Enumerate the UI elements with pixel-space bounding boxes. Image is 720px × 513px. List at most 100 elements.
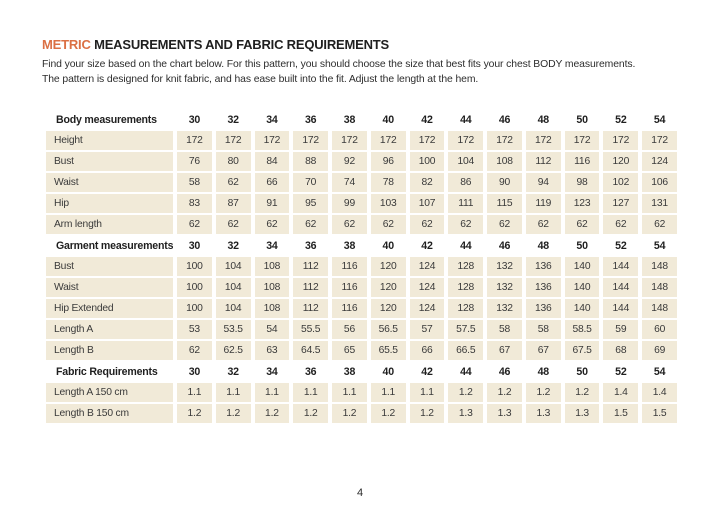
value-cell: 1.2 bbox=[525, 383, 561, 402]
value-cell: 62 bbox=[215, 173, 251, 192]
value-cell: 112 bbox=[293, 299, 329, 318]
value-cell: 172 bbox=[448, 131, 484, 150]
value-cell: 140 bbox=[564, 257, 600, 276]
value-cell: 62 bbox=[564, 215, 600, 234]
value-cell: 103 bbox=[370, 194, 406, 213]
value-cell: 100 bbox=[177, 299, 212, 318]
value-cell: 144 bbox=[603, 299, 639, 318]
value-cell: 136 bbox=[525, 257, 561, 276]
value-cell: 107 bbox=[409, 194, 445, 213]
value-cell: 116 bbox=[332, 278, 367, 297]
value-cell: 66 bbox=[409, 341, 445, 360]
value-cell: 86 bbox=[448, 173, 484, 192]
value-cell: 116 bbox=[564, 152, 600, 171]
value-cell: 172 bbox=[409, 131, 445, 150]
value-cell: 119 bbox=[525, 194, 561, 213]
size-column-header: 34 bbox=[266, 365, 278, 378]
size-column-header: 46 bbox=[498, 365, 511, 378]
size-column-header: 40 bbox=[382, 365, 395, 378]
value-cell: 67 bbox=[487, 341, 522, 360]
title-metric-accent: METRIC bbox=[42, 37, 91, 52]
table-row: Hip Extended 100 104 108 112 116 120 124 128 132 1… bbox=[46, 299, 677, 318]
value-cell: 1.3 bbox=[487, 404, 522, 423]
row-label: Length A bbox=[46, 320, 173, 339]
table-row: Waist 58 62 66 70 74 78 82 86 90 94 98 102 106 bbox=[46, 173, 677, 192]
page-title: METRIC MEASUREMENTS AND FABRIC REQUIREME… bbox=[42, 37, 680, 52]
value-cell: 1.1 bbox=[409, 383, 445, 402]
value-cell: 87 bbox=[215, 194, 251, 213]
value-cell: 65 bbox=[332, 341, 367, 360]
value-cell: 78 bbox=[370, 173, 406, 192]
size-column-header: 54 bbox=[653, 113, 666, 126]
value-cell: 1.5 bbox=[603, 404, 639, 423]
row-label: Length B 150 cm bbox=[46, 404, 173, 423]
value-cell: 1.1 bbox=[293, 383, 329, 402]
table-row: Waist 100 104 108 112 116 120 124 128 132 136 140 14… bbox=[46, 278, 677, 297]
value-cell: 172 bbox=[332, 131, 367, 150]
value-cell: 62 bbox=[177, 215, 212, 234]
value-cell: 62 bbox=[409, 215, 445, 234]
size-column-header: 46 bbox=[498, 113, 511, 126]
title-rest: MEASUREMENTS AND FABRIC REQUIREMENTS bbox=[94, 37, 390, 52]
value-cell: 1.2 bbox=[448, 383, 484, 402]
value-cell: 68 bbox=[603, 341, 639, 360]
value-cell: 83 bbox=[177, 194, 212, 213]
size-column-header: 40 bbox=[382, 113, 395, 126]
value-cell: 62 bbox=[448, 215, 484, 234]
size-column-header: 38 bbox=[343, 365, 356, 378]
size-column-header: 30 bbox=[188, 365, 201, 378]
value-cell: 172 bbox=[642, 131, 677, 150]
value-cell: 1.2 bbox=[370, 404, 406, 423]
size-column-header: 36 bbox=[304, 239, 317, 252]
value-cell: 1.3 bbox=[564, 404, 600, 423]
value-cell: 100 bbox=[177, 257, 212, 276]
value-cell: 104 bbox=[448, 152, 484, 171]
value-cell: 1.2 bbox=[409, 404, 445, 423]
value-cell: 128 bbox=[448, 257, 484, 276]
value-cell: 115 bbox=[487, 194, 522, 213]
value-cell: 120 bbox=[370, 257, 406, 276]
size-column-header: 34 bbox=[266, 239, 278, 252]
size-column-header: 38 bbox=[343, 239, 356, 252]
value-cell: 67.5 bbox=[564, 341, 600, 360]
section-header-row: Fabric Requirements 30 32 34 36 38 40 42 44 46 48 5… bbox=[46, 362, 677, 381]
value-cell: 172 bbox=[254, 131, 290, 150]
size-column-header: 30 bbox=[188, 113, 201, 126]
value-cell: 91 bbox=[254, 194, 290, 213]
value-cell: 108 bbox=[254, 278, 290, 297]
value-cell: 1.2 bbox=[293, 404, 329, 423]
value-cell: 80 bbox=[215, 152, 251, 171]
value-cell: 1.2 bbox=[177, 404, 212, 423]
value-cell: 111 bbox=[448, 194, 484, 213]
value-cell: 60 bbox=[642, 320, 677, 339]
value-cell: 62 bbox=[487, 215, 522, 234]
value-cell: 55.5 bbox=[293, 320, 329, 339]
value-cell: 96 bbox=[370, 152, 406, 171]
size-column-header: 42 bbox=[421, 113, 433, 126]
value-cell: 66.5 bbox=[448, 341, 484, 360]
size-column-header: 46 bbox=[498, 239, 511, 252]
value-cell: 132 bbox=[487, 257, 522, 276]
value-cell: 136 bbox=[525, 278, 561, 297]
value-cell: 1.2 bbox=[332, 404, 367, 423]
table-row: Bust 76 80 84 88 92 96 100 104 108 112 116 120 124 bbox=[46, 152, 677, 171]
value-cell: 62 bbox=[603, 215, 639, 234]
value-cell: 58 bbox=[525, 320, 561, 339]
value-cell: 67 bbox=[525, 341, 561, 360]
value-cell: 58 bbox=[177, 173, 212, 192]
value-cell: 104 bbox=[215, 299, 251, 318]
value-cell: 58 bbox=[487, 320, 522, 339]
value-cell: 62 bbox=[215, 215, 251, 234]
value-cell: 148 bbox=[642, 257, 677, 276]
value-cell: 100 bbox=[409, 152, 445, 171]
value-cell: 136 bbox=[525, 299, 561, 318]
size-column-header: 52 bbox=[615, 239, 627, 252]
value-cell: 1.2 bbox=[487, 383, 522, 402]
size-column-header: 34 bbox=[266, 113, 278, 126]
value-cell: 172 bbox=[370, 131, 406, 150]
value-cell: 124 bbox=[409, 257, 445, 276]
value-cell: 172 bbox=[525, 131, 561, 150]
section-header-row: Garment measurements 30 32 34 36 38 40 42 44 46 48… bbox=[46, 236, 677, 255]
value-cell: 62 bbox=[370, 215, 406, 234]
